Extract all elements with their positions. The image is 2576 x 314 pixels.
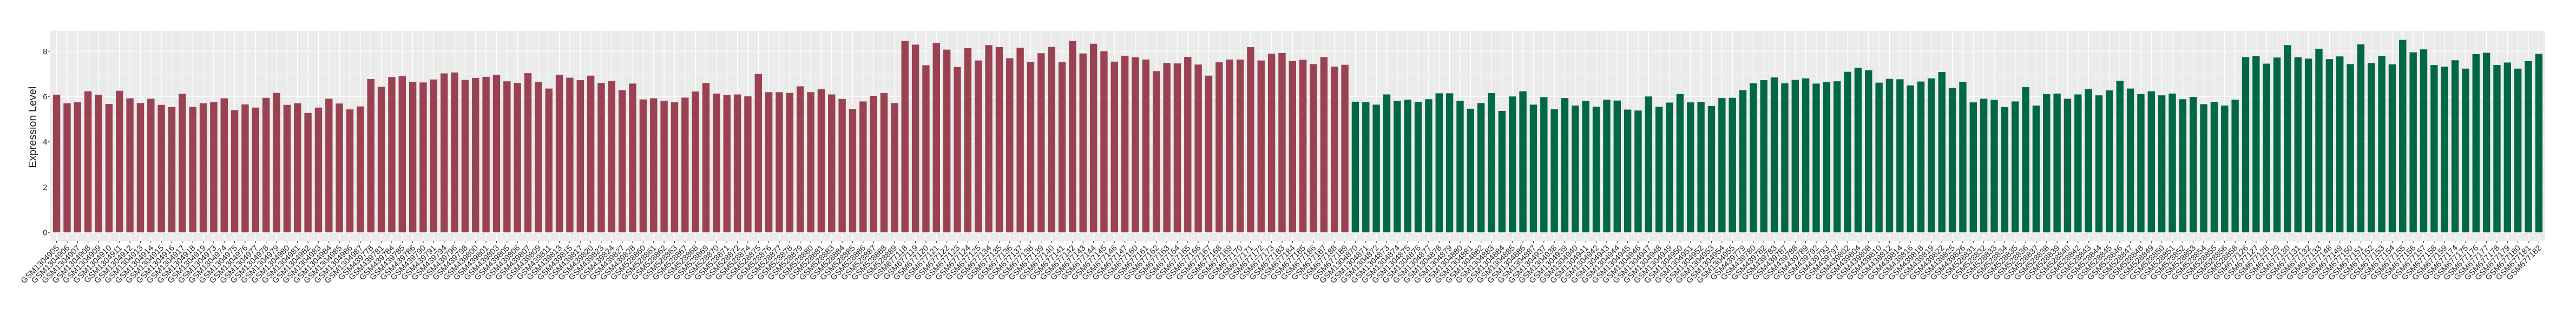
svg-text:4: 4 — [43, 138, 47, 147]
svg-text:6: 6 — [43, 93, 47, 102]
svg-text:0: 0 — [43, 228, 47, 238]
svg-text:Expression Level: Expression Level — [27, 87, 39, 168]
svg-text:2: 2 — [43, 183, 47, 192]
svg-text:8: 8 — [43, 47, 47, 56]
